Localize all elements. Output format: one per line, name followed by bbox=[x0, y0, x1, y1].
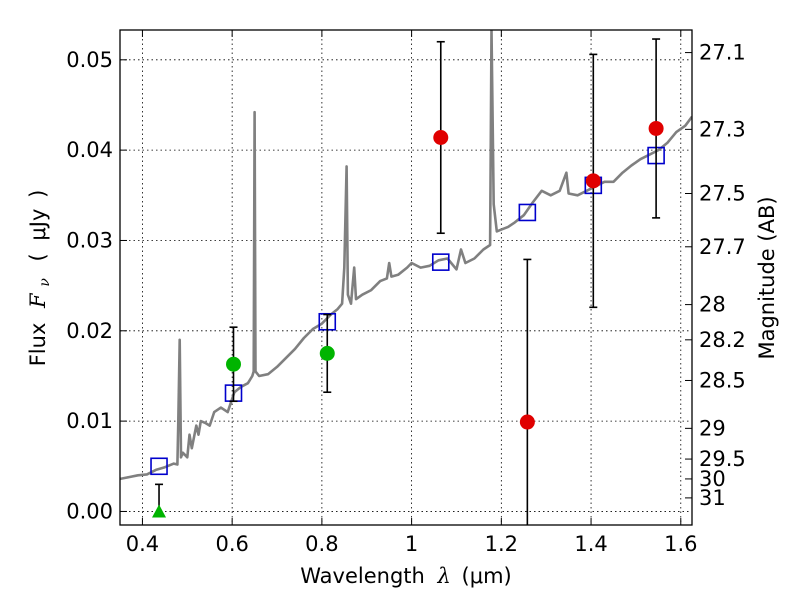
y-axis-title: Flux F ν ( μJy ) bbox=[26, 190, 54, 367]
observed-flux-point bbox=[585, 173, 601, 189]
y-tick-label: 0.03 bbox=[66, 228, 113, 252]
y2-tick-label: 29.5 bbox=[699, 447, 746, 471]
y-tick-label: 0.02 bbox=[66, 319, 113, 343]
y-tick-label: 0.04 bbox=[66, 138, 113, 162]
model-flux-point bbox=[518, 203, 537, 222]
x-axis-title: Wavelength λ (μm) bbox=[300, 564, 511, 588]
y2-tick-label: 28.5 bbox=[699, 368, 746, 392]
x-tick-label: 1 bbox=[405, 532, 418, 556]
x-tick-label: 1.6 bbox=[664, 532, 697, 556]
observed-flux-point bbox=[226, 356, 242, 372]
observed-flux-point bbox=[433, 129, 449, 145]
observed-flux-point bbox=[319, 345, 335, 361]
spectrum-line bbox=[120, 30, 692, 481]
y2-tick-label: 28 bbox=[699, 293, 726, 317]
y2-tick-label: 31 bbox=[699, 486, 726, 510]
observed-flux-point bbox=[519, 414, 535, 430]
x-tick-label: 0.8 bbox=[305, 532, 338, 556]
plot-series bbox=[120, 30, 692, 525]
y2-tick-label: 29 bbox=[699, 416, 726, 440]
model-flux-point bbox=[150, 457, 168, 476]
upper-limit-marker bbox=[152, 504, 167, 518]
y2-tick-label: 30 bbox=[699, 467, 726, 491]
y2-tick-label: 28.2 bbox=[699, 328, 746, 352]
grid-lines bbox=[120, 30, 692, 525]
y2-axis-title: Magnitude (AB) bbox=[755, 196, 779, 359]
x-tick-label: 1.2 bbox=[485, 532, 518, 556]
plot-area bbox=[120, 30, 692, 525]
model-flux-point bbox=[431, 253, 450, 271]
y2-tick-label: 27.7 bbox=[699, 235, 746, 259]
x-tick-label: 0.4 bbox=[126, 532, 159, 556]
y2-tick-label: 27.3 bbox=[699, 117, 746, 141]
observed-flux-point bbox=[648, 120, 664, 136]
y2-tick-label: 27.5 bbox=[699, 181, 746, 205]
y-tick-label: 0.01 bbox=[66, 409, 113, 433]
plot-frame bbox=[119, 29, 693, 526]
y-tick-label: 0.05 bbox=[66, 48, 113, 72]
x-tick-label: 1.4 bbox=[574, 532, 607, 556]
axis-ticks: 0.4 0.6 0.8 1 1.2 1.4 1.6 0.00 0.01 0.02 0.03 0.04 0… bbox=[66, 30, 746, 556]
x-tick-label: 0.6 bbox=[215, 532, 248, 556]
y2-tick-label: 27.1 bbox=[699, 41, 746, 65]
y-tick-label: 0.00 bbox=[66, 499, 113, 523]
